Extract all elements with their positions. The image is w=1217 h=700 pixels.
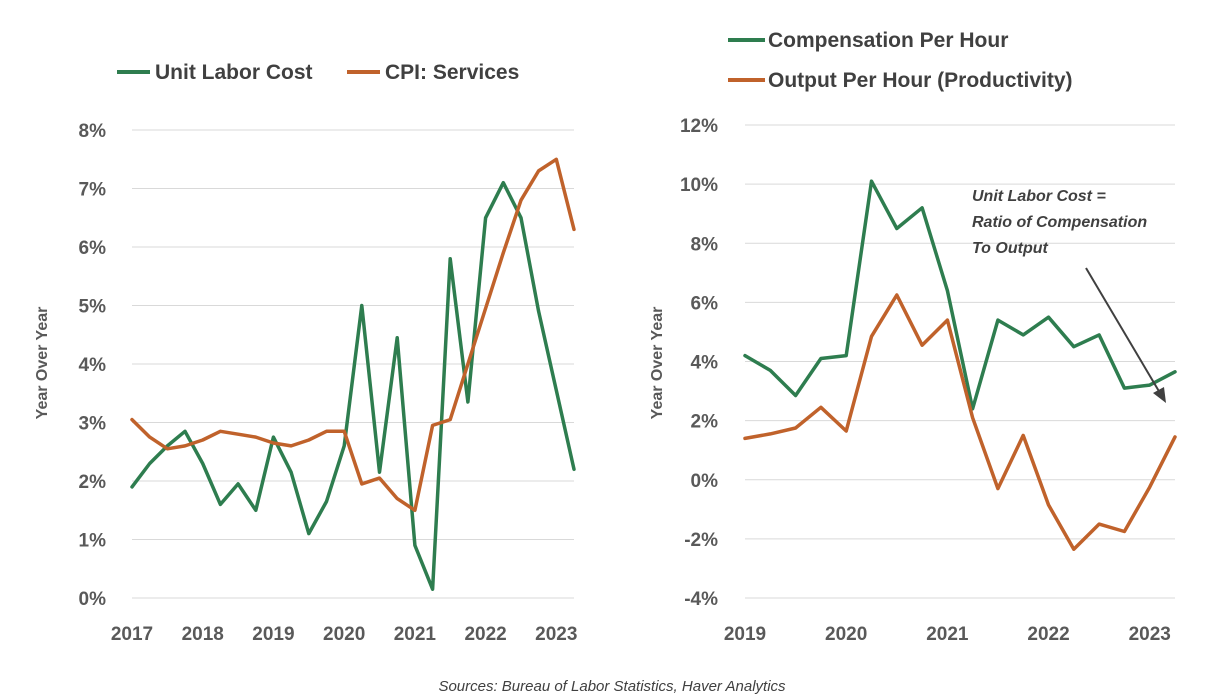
right-x-tick-label: 2020 (825, 624, 867, 645)
legend-label-unit-labor-cost: Unit Labor Cost (155, 61, 313, 84)
left-y-tick-label: 2% (79, 472, 107, 493)
right-y-tick-label: 2% (691, 412, 719, 433)
right-y-tick-label: 12% (680, 116, 718, 137)
left-y-ticks: 0% 1% 2% 3% 4% 5% 6% 7% 8% (79, 121, 107, 610)
left-y-tick-label: 1% (79, 531, 107, 552)
left-y-tick-label: 6% (79, 238, 107, 259)
annotation-arrowhead (1153, 387, 1166, 403)
right-y-tick-label: 0% (691, 471, 719, 492)
right-gridlines (745, 124, 1175, 599)
left-y-tick-label: 0% (79, 589, 107, 610)
left-y-tick-label: 3% (79, 414, 107, 435)
legend-label-compensation-per-hour: Compensation Per Hour (768, 29, 1008, 52)
left-y-tick-label: 4% (79, 355, 107, 376)
right-x-tick-label: 2019 (724, 624, 766, 645)
right-y-tick-label: 10% (680, 175, 718, 196)
right-x-tick-label: 2022 (1027, 624, 1069, 645)
right-y-tick-label: -2% (684, 530, 718, 551)
chart-right: Compensation Per Hour Output Per Hour (P… (649, 29, 1177, 645)
annotation-line-1: Unit Labor Cost = (972, 188, 1106, 205)
left-x-tick-label: 2022 (464, 624, 506, 645)
left-x-tick-label: 2020 (323, 624, 365, 645)
left-series (130, 157, 576, 591)
left-x-tick-label: 2023 (535, 624, 577, 645)
right-x-ticks: 2019 2020 2021 2022 2023 (724, 624, 1171, 645)
left-x-tick-label: 2017 (111, 624, 153, 645)
legend-label-output-per-hour: Output Per Hour (Productivity) (768, 69, 1073, 92)
left-y-tick-label: 5% (79, 297, 107, 318)
right-y-tick-label: 4% (691, 353, 719, 374)
right-y-tick-label: 6% (691, 293, 719, 314)
right-x-tick-label: 2021 (926, 624, 969, 645)
y-axis-label-left: Year Over Year (34, 307, 51, 420)
left-x-tick-label: 2019 (252, 624, 294, 645)
left-series-line-orange (130, 157, 576, 513)
left-x-tick-label: 2018 (182, 624, 224, 645)
left-legend: Unit Labor Cost CPI: Services (117, 61, 519, 84)
left-y-tick-label: 8% (79, 121, 107, 142)
right-x-tick-label: 2023 (1129, 624, 1171, 645)
annotation-line-3: To Output (972, 240, 1048, 257)
right-legend: Compensation Per Hour Output Per Hour (P… (728, 29, 1073, 92)
annotation: Unit Labor Cost = Ratio of Compensation … (972, 188, 1166, 403)
left-x-ticks: 2017 2018 2019 2020 2021 2022 2023 (111, 624, 578, 645)
right-y-ticks: -4% -2% 0% 2% 4% 6% 8% 10% 12% (680, 116, 718, 610)
legend-label-cpi-services: CPI: Services (385, 61, 519, 84)
annotation-arrow (1085, 267, 1161, 394)
left-y-tick-label: 7% (79, 180, 107, 201)
chart-left: Unit Labor Cost CPI: Services Year Over … (34, 61, 577, 645)
source-note: Sources: Bureau of Labor Statistics, Hav… (438, 678, 786, 695)
left-series-line-green (130, 180, 576, 591)
y-axis-label-right: Year Over Year (649, 307, 666, 420)
right-series (743, 179, 1177, 551)
right-series-line-green (743, 179, 1177, 411)
right-y-tick-label: -4% (684, 589, 718, 610)
left-x-tick-label: 2021 (394, 624, 437, 645)
annotation-line-2: Ratio of Compensation (972, 214, 1147, 231)
right-y-tick-label: 8% (691, 234, 719, 255)
right-series-line-orange (743, 293, 1177, 551)
